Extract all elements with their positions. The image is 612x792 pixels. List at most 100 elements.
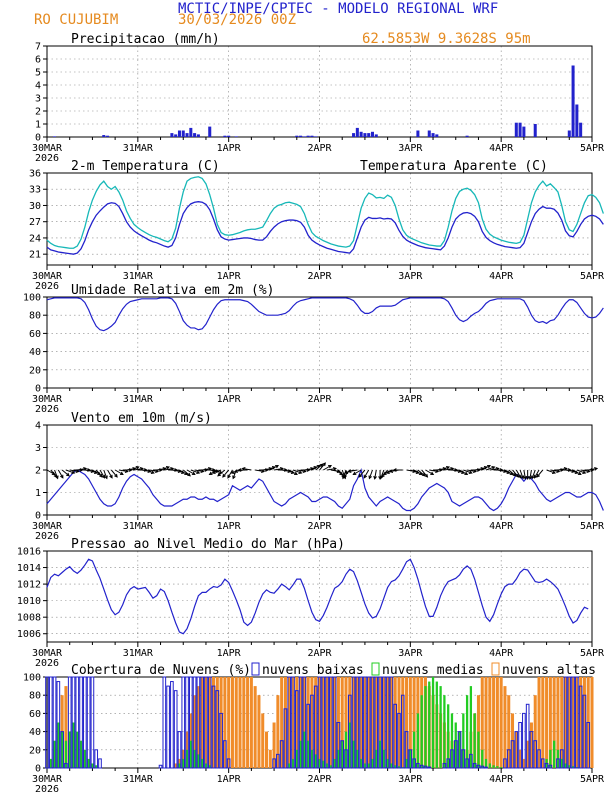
wind-arrow <box>485 466 495 471</box>
precip-bar <box>208 126 212 137</box>
wind-arrow <box>463 469 472 474</box>
cloud-mid-bar <box>197 754 200 768</box>
cloud-high-bar <box>340 677 344 768</box>
cloud-low-bar <box>419 764 424 769</box>
cloud-low-bar <box>363 676 367 769</box>
cloud-high-bar <box>280 677 284 768</box>
wind-arrow <box>413 469 423 475</box>
panel-title: Umidade Relativa em 2m (%) <box>71 283 275 298</box>
cloud-mid-bar <box>95 765 98 768</box>
cloud-mid-bar <box>79 740 83 768</box>
wind-arrow-head <box>551 470 557 475</box>
wind-arrow-head <box>217 472 222 477</box>
legend-label: nuvens baixas <box>262 663 364 678</box>
y-tick-label: 0 <box>35 764 41 775</box>
wind-arrow <box>353 469 362 475</box>
x-tick-label: 31MAR <box>123 774 154 785</box>
precip-bar <box>518 122 522 137</box>
cloud-low-bar <box>510 740 515 769</box>
cloud-mid-bar <box>439 686 442 768</box>
wind-arrow-head <box>71 470 76 475</box>
x-tick-label: 30MAR <box>32 774 63 785</box>
cloud-mid-bar <box>477 731 480 768</box>
cloud-high-bar <box>518 749 522 768</box>
x-year-label: 2026 <box>35 153 59 164</box>
y-tick-label: 2 <box>35 466 41 477</box>
cloud-low-bar <box>540 758 545 769</box>
x-tick-label: 2APR <box>307 648 332 659</box>
wind-arrow <box>515 469 522 479</box>
cloud-high-bar <box>230 677 234 768</box>
cloud-mid-bar <box>182 758 185 768</box>
plot-frame <box>46 45 593 138</box>
wind-arrow <box>576 469 586 474</box>
wind-arrow-head <box>487 464 491 469</box>
wind-arrow <box>588 467 598 471</box>
precip-bar <box>102 135 106 137</box>
cloud-low-bar <box>378 676 382 769</box>
cloud-low-bar <box>351 676 356 769</box>
cloud-low-bar <box>416 762 420 769</box>
wind-arrow <box>149 469 159 473</box>
cloud-low-bar <box>64 762 68 769</box>
wind-arrow-head <box>275 464 279 469</box>
cloud-high-bar <box>208 677 212 768</box>
series-line <box>46 297 604 332</box>
cloud-mid-bar <box>322 760 325 768</box>
cloud-low-bar <box>185 676 189 769</box>
wind-arrow-head <box>135 465 140 470</box>
cloud-high-bar <box>378 677 382 768</box>
cloud-low-bar <box>423 765 428 769</box>
cloud-mid-bar <box>185 749 189 768</box>
y-tick-label: 1008 <box>17 613 41 624</box>
wind-arrow-head <box>298 470 303 475</box>
cloud-low-bar <box>291 676 295 769</box>
cloud-mid-bar <box>303 731 306 768</box>
cloud-mid-bar <box>91 763 94 768</box>
cloud-mid-bar <box>68 731 71 768</box>
cloud-low-bar <box>469 753 473 769</box>
x-tick-label: 30MAR <box>32 143 63 154</box>
wind-arrow-head <box>582 470 587 475</box>
wind-arrow <box>292 469 302 474</box>
y-tick-label: 20 <box>29 745 41 756</box>
wind-arrow-head <box>525 476 530 481</box>
cloud-low-bar <box>382 676 386 769</box>
cloud-mid-bar <box>367 763 370 768</box>
cloud-low-bar <box>200 676 204 769</box>
x-tick-label: 3APR <box>398 648 423 659</box>
cloud-high-bar <box>548 677 552 768</box>
cloud-low-bar <box>192 676 197 769</box>
cloud-mid-bar <box>352 740 355 768</box>
series-line <box>46 201 604 255</box>
wind-arrow <box>133 467 143 471</box>
wind-arrow-head <box>65 472 70 477</box>
cloud-low-bar <box>446 758 451 769</box>
cloud-mid-bar <box>337 749 340 768</box>
cloud-low-bar <box>71 676 76 769</box>
cloud-mid-bar <box>87 758 90 768</box>
x-tick-label: 31MAR <box>123 648 154 659</box>
precip-bar <box>306 135 310 137</box>
wind-arrow-head <box>237 468 242 472</box>
wind-arrow <box>546 469 556 474</box>
cloud-high-bar <box>393 677 397 768</box>
legend-apparent-temp: Temperatura Aparente (C) <box>360 159 548 174</box>
cloud-mid-bar <box>57 722 60 768</box>
wind-arrow-head <box>196 470 201 475</box>
cloud-low-bar <box>461 749 466 769</box>
cloud-high-bar <box>412 677 416 768</box>
cloud-high-bar <box>480 677 484 768</box>
cloud-mid-bar <box>318 758 321 768</box>
cloud-mid-bar <box>420 695 423 768</box>
wind-arrow <box>65 469 75 474</box>
wind-arrow <box>54 469 59 479</box>
wind-arrow <box>88 469 98 474</box>
y-tick-label: 3 <box>35 94 41 105</box>
cloud-high-bar <box>287 677 291 768</box>
cloud-low-bar <box>226 758 231 769</box>
wind-arrow-head <box>222 473 226 478</box>
cloud-mid-bar <box>375 749 378 768</box>
cloud-mid-bar <box>341 740 344 768</box>
